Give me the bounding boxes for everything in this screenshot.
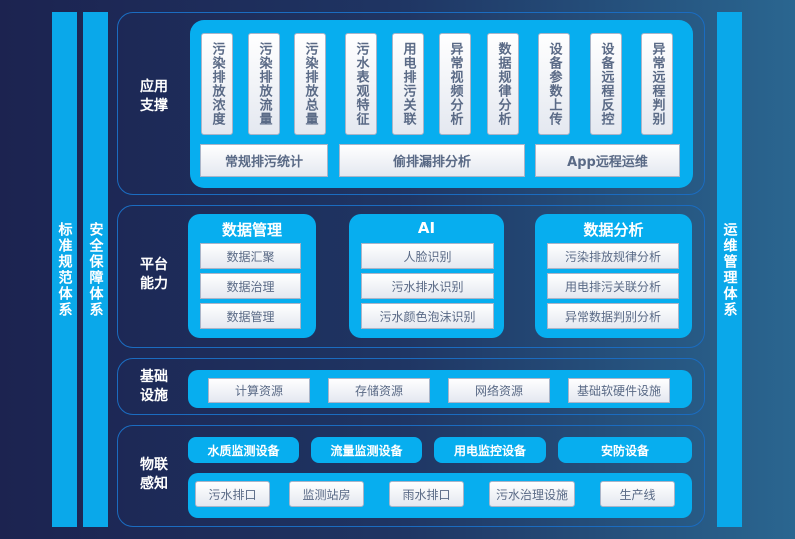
- iot-device: 流量监测设备: [311, 437, 422, 463]
- operations-system-bar: 运维管理体系: [717, 12, 742, 527]
- app-function-card: 数据规律分析: [487, 33, 519, 135]
- infra-item: 网络资源: [448, 378, 550, 403]
- iot-site: 监测站房: [289, 481, 364, 507]
- app-wide-card: 常规排污统计: [200, 144, 328, 177]
- app-function-card: 设备远程反控: [590, 33, 622, 135]
- app-function-card: 异常远程判别: [641, 33, 673, 135]
- iot-device: 水质监测设备: [188, 437, 299, 463]
- platform-item: 污染排放规律分析: [547, 243, 679, 269]
- infra-layer-label: 基础设施: [140, 369, 168, 404]
- platform-item: 污水排水识别: [361, 273, 494, 299]
- platform-item: 数据汇聚: [200, 243, 301, 269]
- platform-item: 数据管理: [200, 303, 301, 329]
- platform-group-title: AI: [417, 219, 436, 237]
- platform-item: 异常数据判别分析: [547, 303, 679, 329]
- app-layer: [117, 12, 705, 195]
- app-function-card: 污染排放总量: [294, 33, 326, 135]
- iot-layer: [117, 425, 705, 527]
- app-function-card: 设备参数上传: [538, 33, 570, 135]
- infra-layer: [117, 358, 705, 415]
- app-function-card: 污染排放流量: [248, 33, 280, 135]
- platform-item: 污水颜色泡沫识别: [361, 303, 494, 329]
- app-function-card: 异常视频分析: [439, 33, 471, 135]
- app-layer-label: 应用支撑: [140, 79, 168, 114]
- iot-site: 污水排口: [195, 481, 270, 507]
- infra-item: 基础软硬件设施: [568, 378, 670, 403]
- iot-layer-label: 物联感知: [140, 457, 168, 492]
- standards-system-bar: 标准规范体系: [52, 12, 77, 527]
- iot-site: 雨水排口: [389, 481, 464, 507]
- security-system-bar: 安全保障体系: [83, 12, 108, 527]
- platform-group-title: 数据管理: [221, 221, 282, 239]
- iot-site: 污水治理设施: [489, 481, 575, 507]
- app-wide-card: 偷排漏排分析: [339, 144, 525, 177]
- iot-device: 用电监控设备: [434, 437, 546, 463]
- platform-item: 用电排污关联分析: [547, 273, 679, 299]
- platform-layer-label: 平台能力: [140, 257, 168, 292]
- infra-item: 存储资源: [328, 378, 430, 403]
- app-wide-card: App远程运维: [535, 144, 680, 177]
- iot-site: 生产线: [600, 481, 675, 507]
- platform-item: 数据治理: [200, 273, 301, 299]
- infra-item: 计算资源: [208, 378, 310, 403]
- iot-device: 安防设备: [558, 437, 692, 463]
- app-function-card: 污染排放浓度: [201, 33, 233, 135]
- app-function-card: 用电排污关联: [392, 33, 424, 135]
- platform-group-title: 数据分析: [583, 221, 644, 239]
- app-function-card: 污水表观特征: [345, 33, 377, 135]
- platform-layer: [117, 205, 705, 348]
- platform-item: 人脸识别: [361, 243, 494, 269]
